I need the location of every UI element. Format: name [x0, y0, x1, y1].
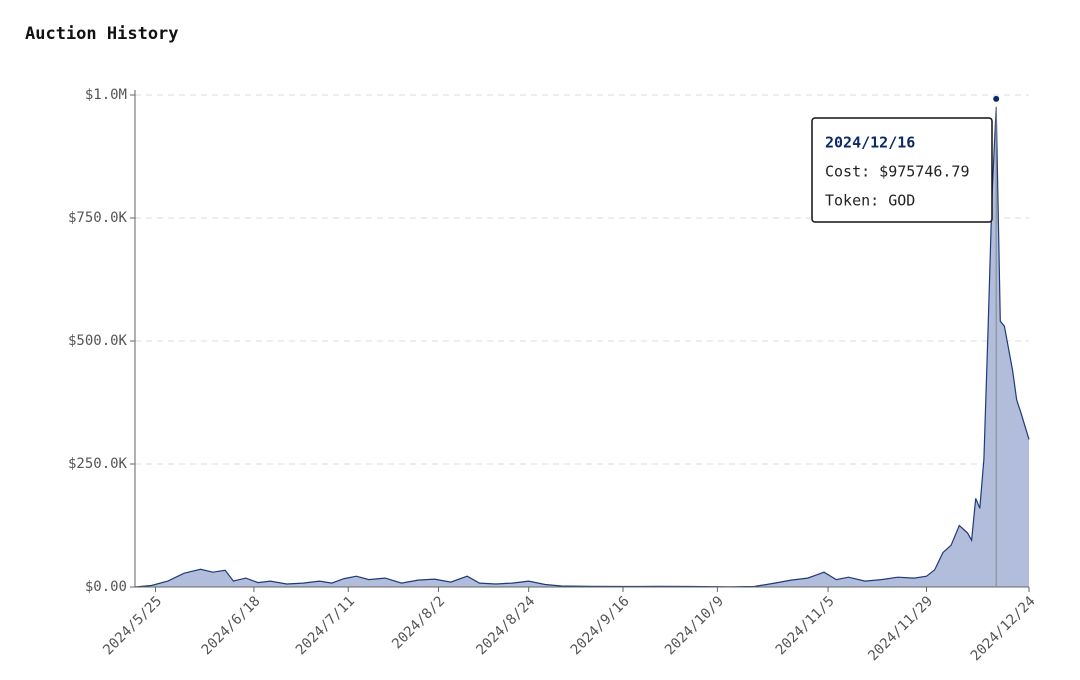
- y-tick-label: $750.0K: [68, 210, 128, 226]
- x-tick-label: 2024/9/16: [568, 593, 633, 658]
- area-line: [134, 106, 1030, 588]
- tooltip-cost: Cost: $975746.79: [825, 163, 970, 181]
- x-tick-label: 2024/12/24: [968, 593, 1039, 664]
- tooltip-token: Token: GOD: [825, 192, 915, 210]
- x-tick-label: 2024/8/24: [473, 593, 538, 658]
- tooltip-box: [811, 117, 993, 223]
- x-tick-label: 2024/5/25: [100, 593, 165, 658]
- x-tick-label: 2024/10/9: [662, 593, 727, 658]
- x-tick-label: 2024/11/5: [773, 593, 838, 658]
- y-tick-label: $0.00: [85, 579, 127, 595]
- x-tick-label: 2024/7/11: [293, 593, 358, 658]
- tooltip-date: 2024/12/16: [825, 134, 915, 152]
- y-tick-label: $1.0M: [85, 87, 127, 103]
- chart-title: Auction History: [25, 24, 179, 44]
- x-tick-label: 2024/6/18: [199, 593, 264, 658]
- y-tick-label: $500.0K: [68, 333, 128, 349]
- x-tick-label: 2024/11/29: [865, 593, 936, 664]
- hover-dot: [993, 95, 1000, 102]
- x-tick-label: 2024/8/2: [389, 593, 448, 652]
- tooltip: 2024/12/16 Cost: $975746.79 Token: GOD: [811, 117, 993, 223]
- y-tick-label: $250.0K: [68, 456, 128, 472]
